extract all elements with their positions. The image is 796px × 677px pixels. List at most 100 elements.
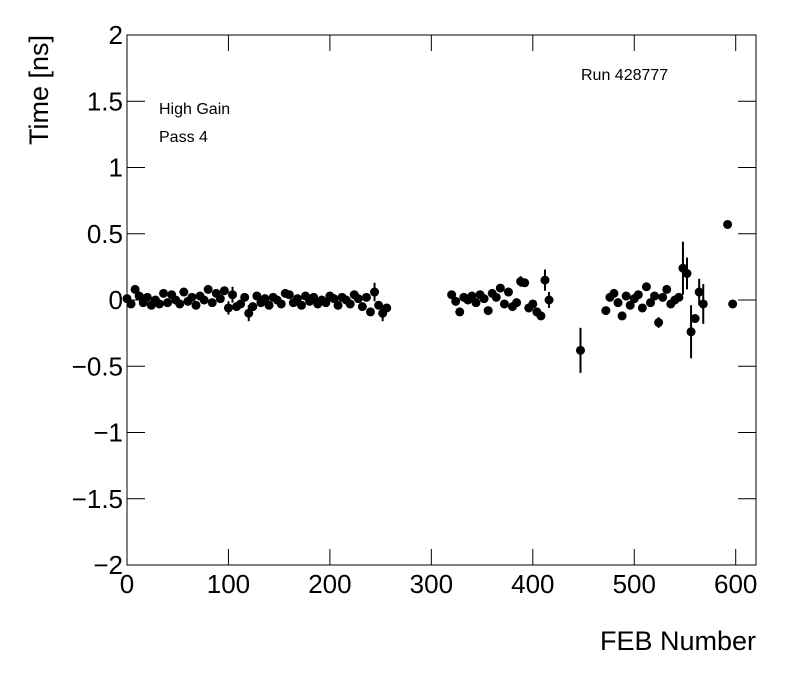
data-point (483, 306, 493, 316)
data-point (199, 295, 209, 305)
data-point (698, 299, 708, 309)
y-tick-label: 0 (109, 285, 123, 315)
data-point (252, 291, 262, 301)
data-point (374, 300, 384, 310)
y-tick-label: 2 (109, 20, 123, 50)
data-point (163, 298, 173, 308)
data-point (292, 294, 302, 304)
data-point (203, 284, 213, 294)
data-point (645, 298, 655, 308)
y-tick-label: −0.5 (72, 351, 123, 381)
data-point (536, 311, 546, 321)
data-point (357, 302, 367, 312)
data-point (650, 291, 660, 301)
data-point (159, 288, 169, 298)
data-point (503, 287, 513, 297)
data-point (276, 299, 286, 309)
data-point (654, 318, 664, 328)
data-point (499, 299, 509, 309)
data-point (329, 294, 339, 304)
data-point (134, 291, 144, 301)
data-point (479, 294, 489, 304)
y-tick-label: −1 (93, 418, 123, 448)
data-point (370, 287, 380, 297)
data-point (179, 287, 189, 297)
data-point (528, 299, 538, 309)
data-point (694, 287, 704, 297)
x-tick-label: 600 (714, 569, 757, 599)
data-point (723, 219, 733, 229)
data-point (495, 283, 505, 293)
data-point (633, 290, 643, 300)
data-point (382, 303, 392, 313)
data-point (471, 298, 481, 308)
data-point (345, 299, 355, 309)
data-point (662, 284, 672, 294)
data-point (491, 292, 501, 302)
data-point (126, 299, 136, 309)
data-point (321, 298, 331, 308)
data-point (637, 303, 647, 313)
data-point (365, 307, 375, 317)
data-point (447, 290, 457, 300)
y-tick-label: 0.5 (87, 219, 123, 249)
data-point (451, 296, 461, 306)
data-point (187, 292, 197, 302)
data-point (228, 290, 238, 300)
y-tick-label: −2 (93, 550, 123, 580)
data-point (264, 300, 274, 310)
y-tick-label: 1.5 (87, 86, 123, 116)
data-point (690, 314, 700, 324)
data-point (728, 299, 738, 309)
x-tick-label: 100 (207, 569, 250, 599)
data-point (625, 300, 635, 310)
data-point (309, 292, 319, 302)
data-point (613, 298, 623, 308)
data-point (223, 303, 233, 313)
data-point (658, 292, 668, 302)
data-point (575, 345, 585, 355)
x-tick-label: 500 (613, 569, 656, 599)
y-tick-label: 1 (109, 153, 123, 183)
data-point (641, 282, 651, 292)
data-point (240, 292, 250, 302)
data-point (130, 284, 140, 294)
data-point (333, 300, 343, 310)
data-point (467, 291, 477, 301)
data-point (512, 298, 522, 308)
data-point (540, 275, 550, 285)
data-point (248, 302, 258, 312)
x-tick-label: 200 (308, 569, 351, 599)
y-tick-label: −1.5 (72, 484, 123, 514)
data-point (260, 294, 270, 304)
data-point (154, 299, 164, 309)
data-point (674, 292, 684, 302)
data-point (219, 286, 229, 296)
data-point (686, 327, 696, 337)
x-tick-label: 300 (410, 569, 453, 599)
data-point (207, 298, 217, 308)
data-point (361, 292, 371, 302)
x-tick-label: 400 (511, 569, 554, 599)
data-point (191, 300, 201, 310)
data-point (236, 299, 246, 309)
data-point (142, 292, 152, 302)
x-tick-label: 0 (120, 569, 134, 599)
data-point (617, 311, 627, 321)
data-point (296, 300, 306, 310)
annotation: Pass 4 (159, 129, 208, 146)
x-axis-title: FEB Number (600, 626, 756, 656)
data-point (353, 294, 363, 304)
data-point (520, 278, 530, 288)
data-point (682, 269, 692, 278)
data-point (215, 294, 225, 304)
data-point (601, 306, 611, 316)
data-point (621, 291, 631, 301)
data-point (244, 308, 254, 318)
annotation: Run 428777 (581, 67, 668, 84)
data-point (544, 295, 554, 305)
annotation: High Gain (159, 101, 230, 118)
y-axis-title: Time [ns] (24, 35, 54, 145)
